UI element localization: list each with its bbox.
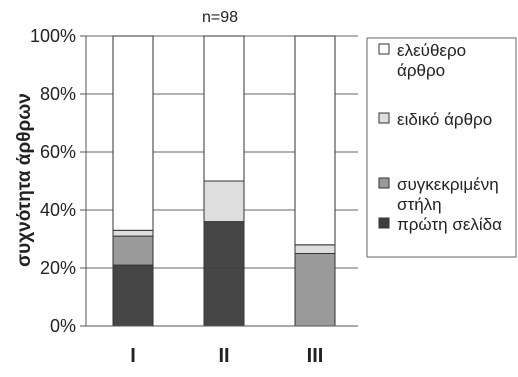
- legend-swatch: [378, 217, 390, 229]
- legend-swatch: [378, 177, 390, 189]
- bar-segment-II-2: [203, 180, 245, 223]
- x-category-label: II: [218, 345, 229, 367]
- bar-segment-III-2: [294, 244, 336, 255]
- bar-segment-II-0: [203, 221, 245, 327]
- bar-segment-II-3: [203, 35, 245, 182]
- legend-entry-text: συγκεκριμένη: [397, 175, 499, 194]
- y-tick-label: 80%: [40, 84, 76, 104]
- legend-entry-text: στήλη: [397, 195, 442, 214]
- y-tick-label: 40%: [40, 200, 76, 220]
- legend-swatch: [378, 112, 390, 124]
- legend-entry-text: πρώτη σελίδα: [397, 215, 502, 234]
- bar-segment-I-2: [112, 229, 154, 237]
- legend-swatch: [378, 43, 390, 55]
- axes: [80, 35, 358, 327]
- bar-segment-I-1: [112, 235, 154, 266]
- legend-box: [366, 37, 517, 258]
- x-category-label: I: [130, 345, 136, 367]
- y-tick-label: 20%: [40, 258, 76, 278]
- y-tick-label: 0%: [50, 316, 76, 336]
- y-axis-label: συχνότητα άρθρων: [14, 93, 35, 267]
- sample-size-note: n=98: [202, 9, 238, 26]
- legend-entry-text: ειδικό άρθρο: [397, 110, 492, 129]
- x-category-labels: I II III: [130, 345, 323, 367]
- bar-segment-III-3: [294, 35, 336, 246]
- bar-segment-I-0: [112, 264, 154, 327]
- bar-segment-III-1: [294, 253, 336, 327]
- legend-entry-text: ελεύθερο: [397, 41, 466, 60]
- y-tick-labels: 0% 20% 40% 60% 80% 100%: [30, 26, 76, 336]
- x-category-label: III: [307, 345, 324, 367]
- y-tick-label: 100%: [30, 26, 76, 46]
- y-tick-label: 60%: [40, 142, 76, 162]
- legend-entry-text: άρθρο: [397, 61, 445, 80]
- bars: [112, 35, 336, 327]
- bar-segment-I-3: [112, 35, 154, 231]
